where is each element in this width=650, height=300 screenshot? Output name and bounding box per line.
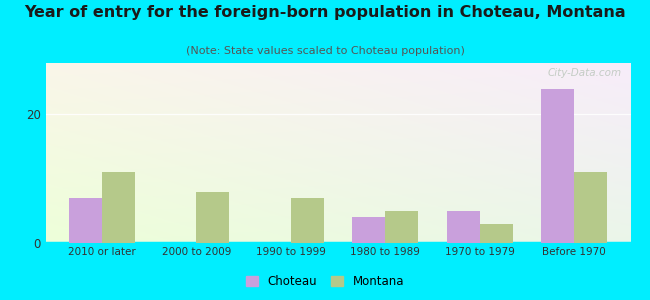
Text: (Note: State values scaled to Choteau population): (Note: State values scaled to Choteau po… [185, 46, 465, 56]
Bar [447, 211, 480, 243]
Bar [574, 172, 607, 243]
Text: City-Data.com: City-Data.com [547, 68, 621, 78]
Bar [69, 198, 102, 243]
Bar [291, 198, 324, 243]
Bar [102, 172, 135, 243]
Bar [385, 211, 418, 243]
Legend: Choteau, Montana: Choteau, Montana [241, 270, 409, 292]
Bar [352, 217, 385, 243]
Bar [541, 89, 574, 243]
Bar [480, 224, 513, 243]
Bar [196, 192, 229, 243]
Text: Year of entry for the foreign-born population in Choteau, Montana: Year of entry for the foreign-born popul… [24, 4, 626, 20]
